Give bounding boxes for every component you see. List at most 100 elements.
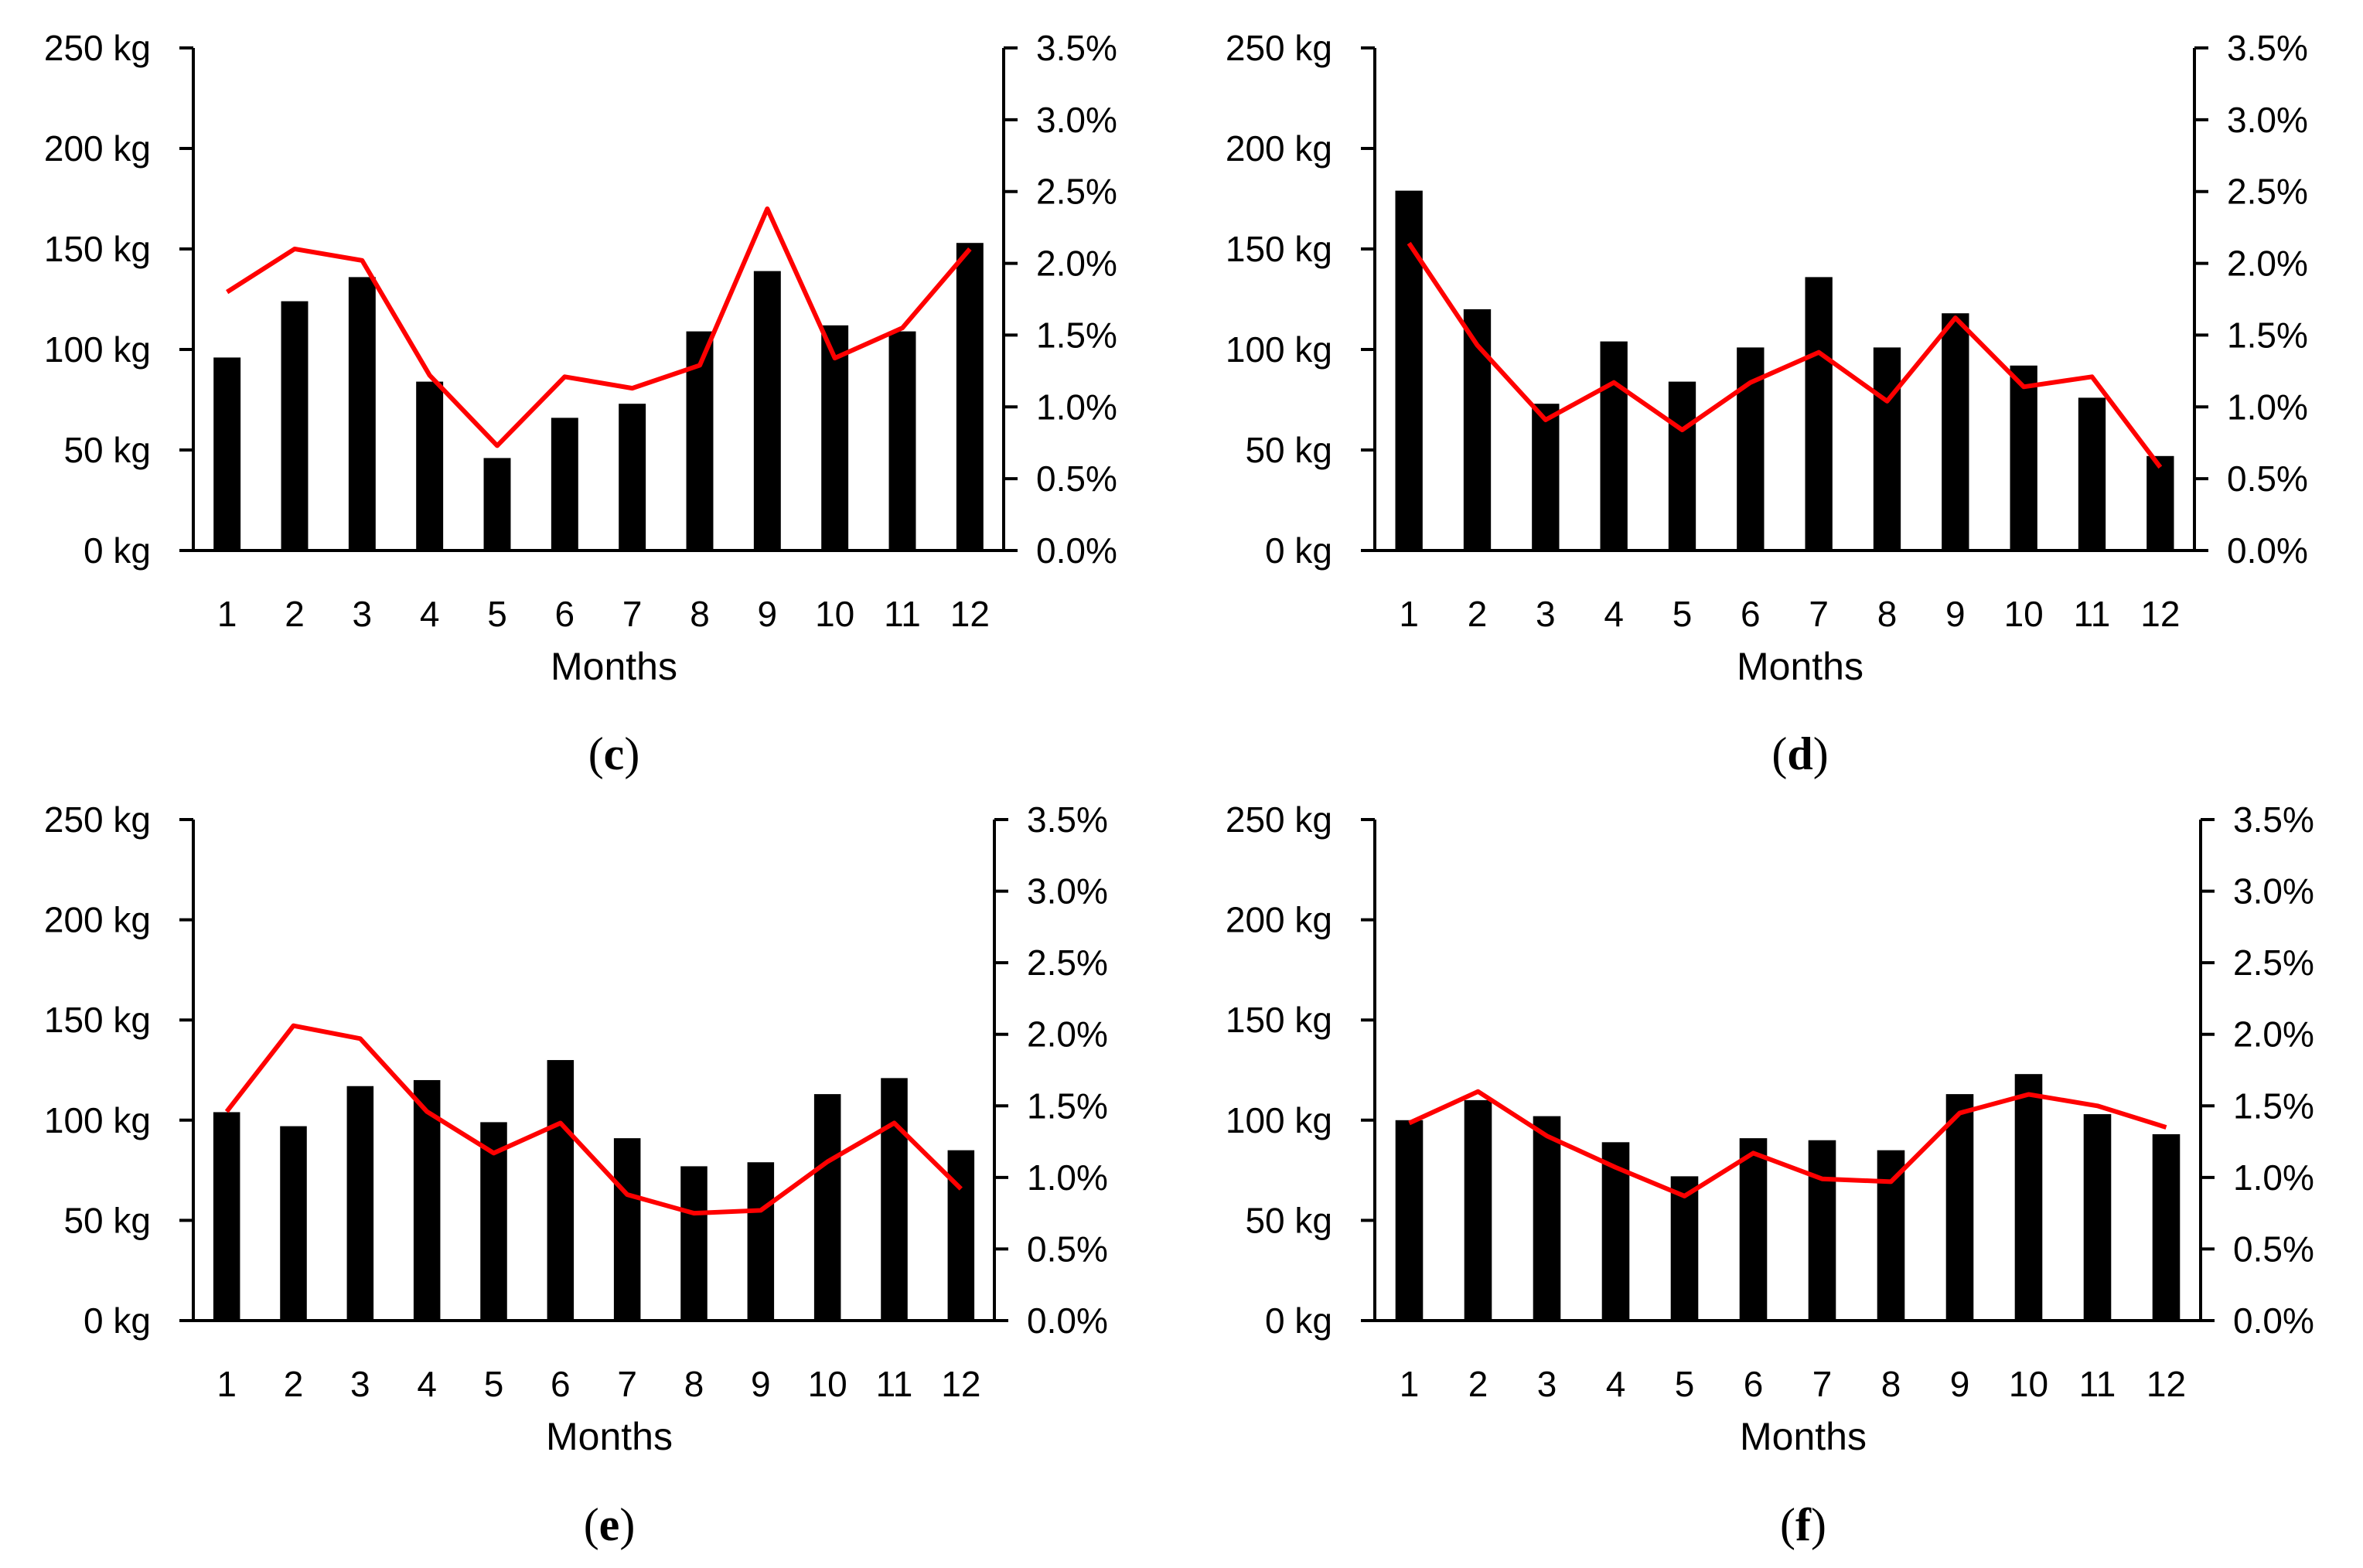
left-tick-label: 50 kg <box>63 430 151 470</box>
x-tick-label: 4 <box>1606 1364 1626 1404</box>
left-tick-label: 50 kg <box>63 1200 151 1240</box>
x-tick-label: 11 <box>876 1364 913 1404</box>
left-tick-label: 150 kg <box>44 229 151 269</box>
left-tick-label: 100 kg <box>1226 329 1332 370</box>
percent-line <box>1408 1089 2167 1198</box>
left-tick-label: 50 kg <box>1245 430 1332 470</box>
left-tick-label: 50 kg <box>1245 1200 1332 1240</box>
left-tick-label: 100 kg <box>44 329 151 370</box>
x-tick-label: 11 <box>2079 1364 2116 1404</box>
bar-month-6 <box>551 418 578 551</box>
left-tick-label: 100 kg <box>1226 1100 1332 1140</box>
bar-month-1 <box>1395 190 1423 551</box>
panel-letter: e <box>599 1499 620 1550</box>
x-tick-label: 8 <box>690 594 710 634</box>
x-tick-label: 6 <box>555 594 575 634</box>
x-tick-label: 7 <box>622 594 643 634</box>
panel-letter: f <box>1795 1499 1812 1550</box>
right-tick-label: 3.5% <box>1027 799 1108 840</box>
right-tick-label: 1.0% <box>2227 387 2308 427</box>
bar-month-12 <box>947 1150 975 1321</box>
left-tick-label: 250 kg <box>44 799 151 840</box>
x-tick-label: 1 <box>1400 1364 1420 1404</box>
chart-panel-c: 0 kg 50 kg 100 kg 150 kg 200 kg 250 kg 0.0% 0.5… <box>44 28 1117 779</box>
bar-month-4 <box>413 1079 441 1321</box>
x-tick-label: 10 <box>808 1364 847 1404</box>
right-tick-label: 1.0% <box>1027 1157 1108 1198</box>
x-tick-label: 6 <box>551 1364 571 1404</box>
panel-label: (e) <box>584 1499 636 1550</box>
x-tick-label: 7 <box>617 1364 637 1404</box>
x-tick-label: 12 <box>2140 594 2180 634</box>
bar-month-10 <box>813 1094 841 1321</box>
x-tick-label: 11 <box>884 594 921 634</box>
bar-month-9 <box>1945 1094 1974 1321</box>
bar-month-1 <box>213 1112 240 1321</box>
bar-month-10 <box>2014 1074 2043 1321</box>
bar-month-3 <box>346 1086 374 1321</box>
x-tick-label: 1 <box>217 594 237 634</box>
bar-month-2 <box>280 1126 307 1321</box>
x-tick-label: 9 <box>1950 1364 1970 1404</box>
right-tick-label: 3.0% <box>2233 871 2314 912</box>
left-tick-label: 200 kg <box>44 128 151 169</box>
right-tick-label: 0.0% <box>1027 1300 1108 1341</box>
right-tick-label: 0.5% <box>2233 1229 2314 1269</box>
x-tick-label: 10 <box>815 594 854 634</box>
bar-month-3 <box>1533 1116 1561 1321</box>
right-tick-label: 0.0% <box>2227 530 2308 571</box>
x-tick-label: 5 <box>484 1364 504 1404</box>
bar-month-2 <box>281 301 309 551</box>
bar-month-5 <box>483 458 511 551</box>
x-tick-label: 3 <box>1536 594 1556 634</box>
left-tick-label: 200 kg <box>1226 900 1332 940</box>
left-tick-label: 250 kg <box>1226 799 1332 840</box>
right-tick-label: 1.0% <box>1036 387 1117 427</box>
bar-month-11 <box>888 331 916 551</box>
bar-month-5 <box>1670 1176 1699 1321</box>
right-tick-label: 3.5% <box>2233 799 2314 840</box>
percent-line <box>226 206 972 448</box>
x-tick-label: 12 <box>941 1364 980 1404</box>
x-tick-label: 2 <box>284 1364 304 1404</box>
right-tick-label: 2.0% <box>2233 1014 2314 1055</box>
bar-month-9 <box>1942 313 1969 551</box>
right-tick-label: 2.0% <box>1036 244 1117 284</box>
x-tick-label: 1 <box>217 1364 237 1404</box>
right-tick-label: 3.5% <box>2227 28 2308 68</box>
right-tick-label: 1.5% <box>2227 315 2308 355</box>
x-tick-label: 10 <box>2009 1364 2048 1404</box>
bar-month-5 <box>1668 381 1696 551</box>
percent-line <box>1407 241 2163 469</box>
left-tick-label: 200 kg <box>44 900 151 940</box>
bar-month-2 <box>1463 309 1492 551</box>
bar-month-9 <box>747 1162 775 1321</box>
bar-month-8 <box>1877 1150 1905 1321</box>
bar-month-7 <box>1808 1140 1836 1321</box>
x-tick-label: 8 <box>684 1364 704 1404</box>
bar-month-1 <box>1395 1120 1424 1321</box>
x-tick-label: 3 <box>353 594 373 634</box>
bar-month-11 <box>881 1078 908 1321</box>
left-tick-label: 0 kg <box>84 1300 151 1341</box>
x-tick-label: 8 <box>1877 594 1898 634</box>
x-tick-label: 3 <box>350 1364 370 1404</box>
x-tick-label: 11 <box>2074 594 2111 634</box>
x-tick-label: 1 <box>1399 594 1419 634</box>
right-tick-label: 1.5% <box>2233 1086 2314 1126</box>
bar-month-10 <box>821 325 849 551</box>
panel-letter: c <box>604 728 625 779</box>
right-tick-label: 1.5% <box>1036 315 1117 355</box>
panel-label: (c) <box>588 728 640 779</box>
x-axis-title: Months <box>1740 1415 1867 1458</box>
bar-month-3 <box>348 277 376 551</box>
bar-month-10 <box>2010 365 2037 551</box>
x-axis-title: Months <box>1737 645 1863 688</box>
right-tick-label: 2.5% <box>2227 172 2308 212</box>
panel-letter: d <box>1787 728 1812 779</box>
right-tick-label: 3.0% <box>1027 871 1108 912</box>
bar-month-2 <box>1464 1099 1492 1321</box>
bar-month-12 <box>2152 1133 2181 1321</box>
left-tick-label: 200 kg <box>1226 128 1332 169</box>
